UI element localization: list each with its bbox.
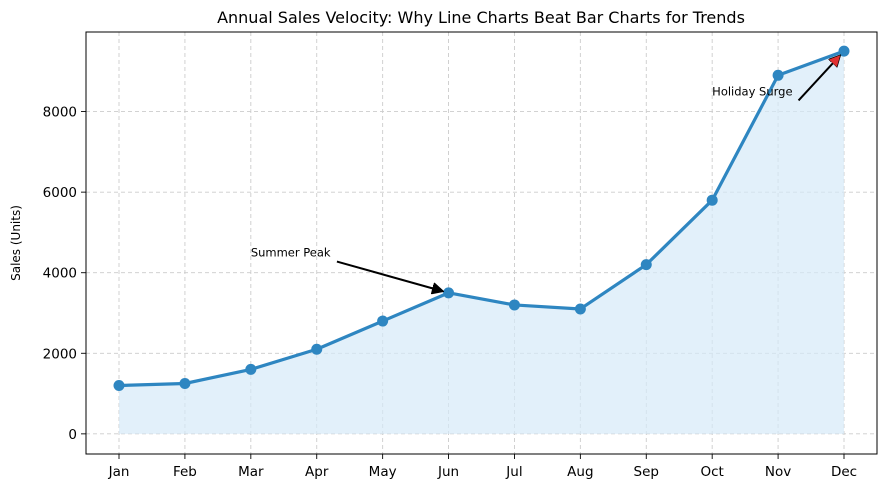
- data-point: [838, 45, 850, 57]
- x-tick-label: Dec: [831, 464, 857, 480]
- x-tick-label: Sep: [634, 464, 659, 480]
- data-point: [574, 303, 586, 315]
- annotations-layer: Summer Peak Holiday Surge: [251, 56, 840, 292]
- annotation-holiday-surge: Holiday Surge: [712, 84, 792, 98]
- x-tick-label: Feb: [173, 464, 197, 480]
- y-tick-label: 2000: [43, 346, 77, 362]
- data-points-layer: [113, 45, 850, 392]
- data-point: [245, 363, 257, 375]
- data-point: [706, 194, 718, 206]
- series-line-layer: [118, 49, 845, 388]
- axes-layer: Jan Feb Mar Apr May Jun Jul Aug Sep Oct Nov Dec 0 200…: [43, 31, 878, 480]
- y-tick-label: 4000: [43, 266, 77, 282]
- data-point: [311, 343, 323, 355]
- data-point: [179, 377, 191, 389]
- data-point: [377, 315, 389, 327]
- series-line: [118, 49, 845, 388]
- y-axis-label: Sales (Units): [9, 205, 23, 281]
- chart-title: Annual Sales Velocity: Why Line Charts B…: [217, 8, 745, 27]
- data-point: [113, 380, 125, 392]
- area-fill-layer: [119, 51, 844, 434]
- x-tick-label: Jan: [108, 464, 130, 480]
- data-point: [508, 299, 520, 311]
- x-tick-label: Nov: [765, 464, 791, 480]
- series-area: [119, 51, 844, 434]
- x-tick-label: Apr: [305, 464, 329, 480]
- annotation-summer-peak: Summer Peak: [251, 246, 331, 260]
- x-tick-label: May: [369, 464, 397, 480]
- y-tick-label: 6000: [43, 185, 77, 201]
- x-tick-label: Aug: [567, 464, 593, 480]
- x-tick-label: Mar: [238, 464, 264, 480]
- x-tick-label: Jun: [437, 464, 459, 480]
- y-tick-label: 8000: [43, 105, 77, 121]
- data-point: [443, 287, 455, 299]
- x-tick-label: Jul: [505, 464, 522, 480]
- annotation-arrow: [797, 56, 840, 102]
- annotation-arrow: [336, 260, 443, 292]
- data-point: [640, 259, 652, 271]
- y-tick-label: 0: [68, 427, 77, 443]
- x-tick-label: Oct: [701, 464, 724, 480]
- data-point: [772, 69, 784, 81]
- plot-frame: [85, 31, 878, 455]
